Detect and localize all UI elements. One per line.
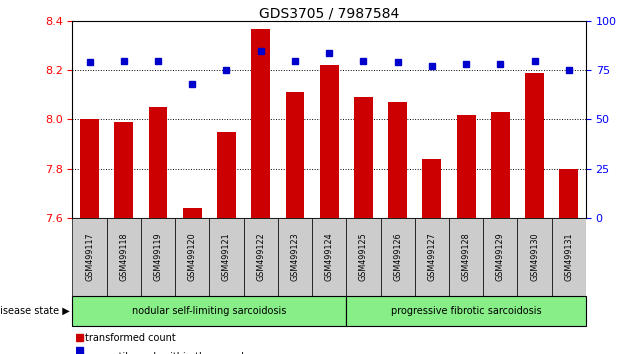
FancyBboxPatch shape xyxy=(141,218,175,296)
Text: GSM499118: GSM499118 xyxy=(119,232,129,281)
Bar xyxy=(354,97,373,218)
Bar xyxy=(217,132,236,218)
Text: GSM499125: GSM499125 xyxy=(359,232,368,281)
FancyBboxPatch shape xyxy=(72,218,106,296)
Bar xyxy=(388,102,407,218)
Bar xyxy=(491,112,510,218)
Text: percentile rank within the sample: percentile rank within the sample xyxy=(85,352,250,354)
Bar xyxy=(149,107,168,218)
Bar xyxy=(76,347,83,354)
Bar xyxy=(457,115,476,218)
Bar xyxy=(76,334,83,341)
Text: GSM499129: GSM499129 xyxy=(496,232,505,281)
FancyBboxPatch shape xyxy=(449,218,483,296)
Text: GSM499121: GSM499121 xyxy=(222,232,231,281)
FancyBboxPatch shape xyxy=(106,218,141,296)
Text: GSM499127: GSM499127 xyxy=(427,232,437,281)
Bar xyxy=(251,29,270,218)
FancyBboxPatch shape xyxy=(209,218,244,296)
Bar xyxy=(525,73,544,218)
FancyBboxPatch shape xyxy=(278,218,312,296)
Text: GSM499126: GSM499126 xyxy=(393,232,402,281)
FancyBboxPatch shape xyxy=(415,218,449,296)
FancyBboxPatch shape xyxy=(346,296,586,326)
Text: GSM499120: GSM499120 xyxy=(188,232,197,281)
Bar xyxy=(115,122,133,218)
FancyBboxPatch shape xyxy=(483,218,517,296)
FancyBboxPatch shape xyxy=(381,218,415,296)
Text: GSM499117: GSM499117 xyxy=(85,232,94,281)
Text: GSM499119: GSM499119 xyxy=(154,232,163,281)
Text: transformed count: transformed count xyxy=(85,333,176,343)
FancyBboxPatch shape xyxy=(72,296,346,326)
FancyBboxPatch shape xyxy=(312,218,347,296)
Bar xyxy=(183,208,202,218)
Title: GDS3705 / 7987584: GDS3705 / 7987584 xyxy=(259,6,399,20)
Bar xyxy=(285,92,304,218)
Text: GSM499128: GSM499128 xyxy=(462,232,471,281)
Text: GSM499130: GSM499130 xyxy=(530,232,539,281)
Bar xyxy=(80,120,99,218)
Text: GSM499122: GSM499122 xyxy=(256,232,265,281)
Text: nodular self-limiting sarcoidosis: nodular self-limiting sarcoidosis xyxy=(132,306,287,316)
Bar xyxy=(559,169,578,218)
Bar xyxy=(320,65,338,218)
Text: progressive fibrotic sarcoidosis: progressive fibrotic sarcoidosis xyxy=(391,306,541,316)
FancyBboxPatch shape xyxy=(346,218,381,296)
Text: GSM499124: GSM499124 xyxy=(324,232,334,281)
FancyBboxPatch shape xyxy=(517,218,552,296)
FancyBboxPatch shape xyxy=(552,218,586,296)
FancyBboxPatch shape xyxy=(175,218,209,296)
Text: GSM499123: GSM499123 xyxy=(290,232,299,281)
Text: disease state ▶: disease state ▶ xyxy=(0,306,69,316)
Bar xyxy=(423,159,441,218)
FancyBboxPatch shape xyxy=(244,218,278,296)
Text: GSM499131: GSM499131 xyxy=(564,232,573,281)
